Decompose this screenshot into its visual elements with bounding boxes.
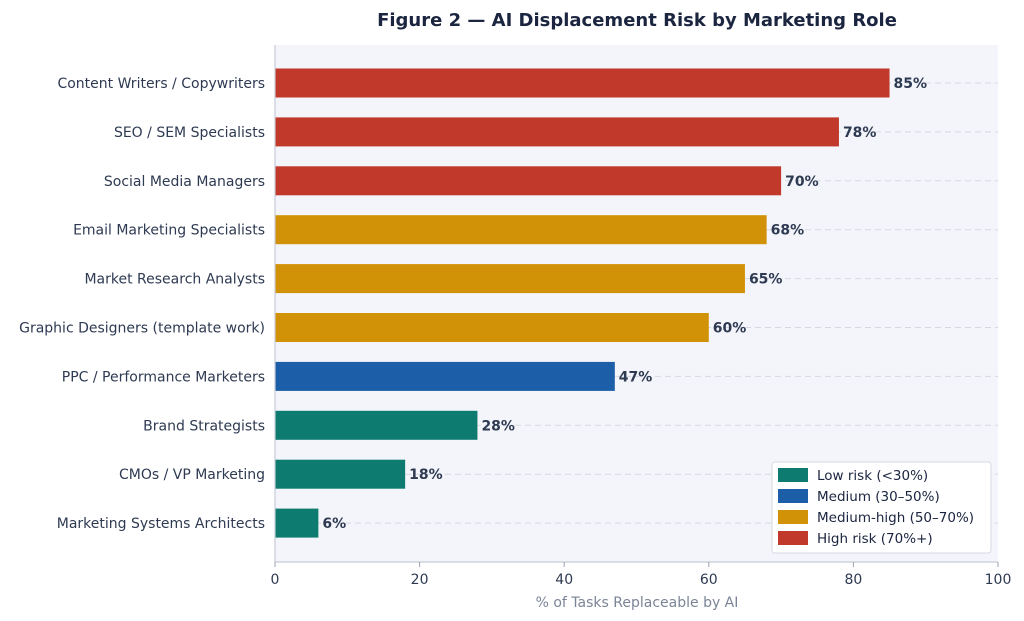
legend-label: High risk (70%+)	[817, 531, 933, 547]
bar	[275, 313, 709, 342]
x-tick-label: 80	[844, 572, 862, 588]
x-tick-label: 40	[555, 572, 573, 588]
value-label: 65%	[749, 272, 783, 288]
category-label: PPC / Performance Marketers	[62, 369, 265, 385]
value-label: 47%	[619, 369, 653, 385]
legend-box	[771, 461, 992, 554]
x-tick-label: 0	[271, 572, 280, 588]
category-label: Market Research Analysts	[84, 272, 265, 288]
bar	[275, 68, 890, 98]
value-label: 70%	[785, 174, 819, 190]
category-label: SEO / SEM Specialists	[114, 125, 265, 141]
chart-title: Figure 2 — AI Displacement Risk by Marke…	[377, 10, 897, 31]
category-label: Email Marketing Specialists	[73, 223, 265, 239]
value-label: 6%	[322, 516, 346, 532]
legend-swatch	[778, 510, 808, 524]
value-label: 78%	[843, 125, 877, 141]
legend-label: Medium (30–50%)	[817, 489, 940, 505]
value-label: 85%	[894, 76, 928, 92]
category-labels: Content Writers / Copywriters SEO / SEM S…	[19, 76, 265, 532]
bar	[275, 215, 767, 245]
category-label: Content Writers / Copywriters	[57, 76, 265, 92]
category-label: Graphic Designers (template work)	[19, 321, 265, 337]
bar	[275, 508, 319, 538]
x-tick-label: 100	[985, 572, 1012, 588]
legend-swatch	[778, 489, 808, 503]
bar	[275, 264, 745, 294]
x-axis-ticks: 0 20 40 60 80 100	[271, 562, 1012, 588]
bar	[275, 166, 782, 196]
value-label: 60%	[713, 321, 747, 337]
category-label: Marketing Systems Architects	[57, 516, 265, 532]
x-tick-label: 20	[411, 572, 429, 588]
bar	[275, 361, 615, 391]
x-tick-label: 60	[700, 572, 718, 588]
x-axis-label: % of Tasks Replaceable by AI	[536, 595, 739, 611]
legend-swatch	[778, 531, 808, 545]
category-label: Brand Strategists	[143, 418, 265, 434]
legend-swatch	[778, 468, 808, 482]
bars	[275, 68, 890, 538]
value-label: 18%	[409, 467, 443, 483]
category-label: CMOs / VP Marketing	[119, 467, 265, 483]
bar	[275, 117, 839, 147]
bar	[275, 459, 406, 489]
legend: Low risk (<30%) Medium (30–50%) Medium-hig…	[771, 461, 992, 554]
value-label: 68%	[771, 223, 805, 239]
bar	[275, 410, 478, 440]
legend-label: Medium-high (50–70%)	[817, 510, 974, 526]
value-label: 28%	[481, 418, 515, 434]
legend-label: Low risk (<30%)	[817, 468, 928, 484]
category-label: Social Media Managers	[104, 174, 265, 190]
value-labels: 85% 78% 70% 68% 65% 60% 47% 28% 18% 6%	[322, 76, 927, 532]
